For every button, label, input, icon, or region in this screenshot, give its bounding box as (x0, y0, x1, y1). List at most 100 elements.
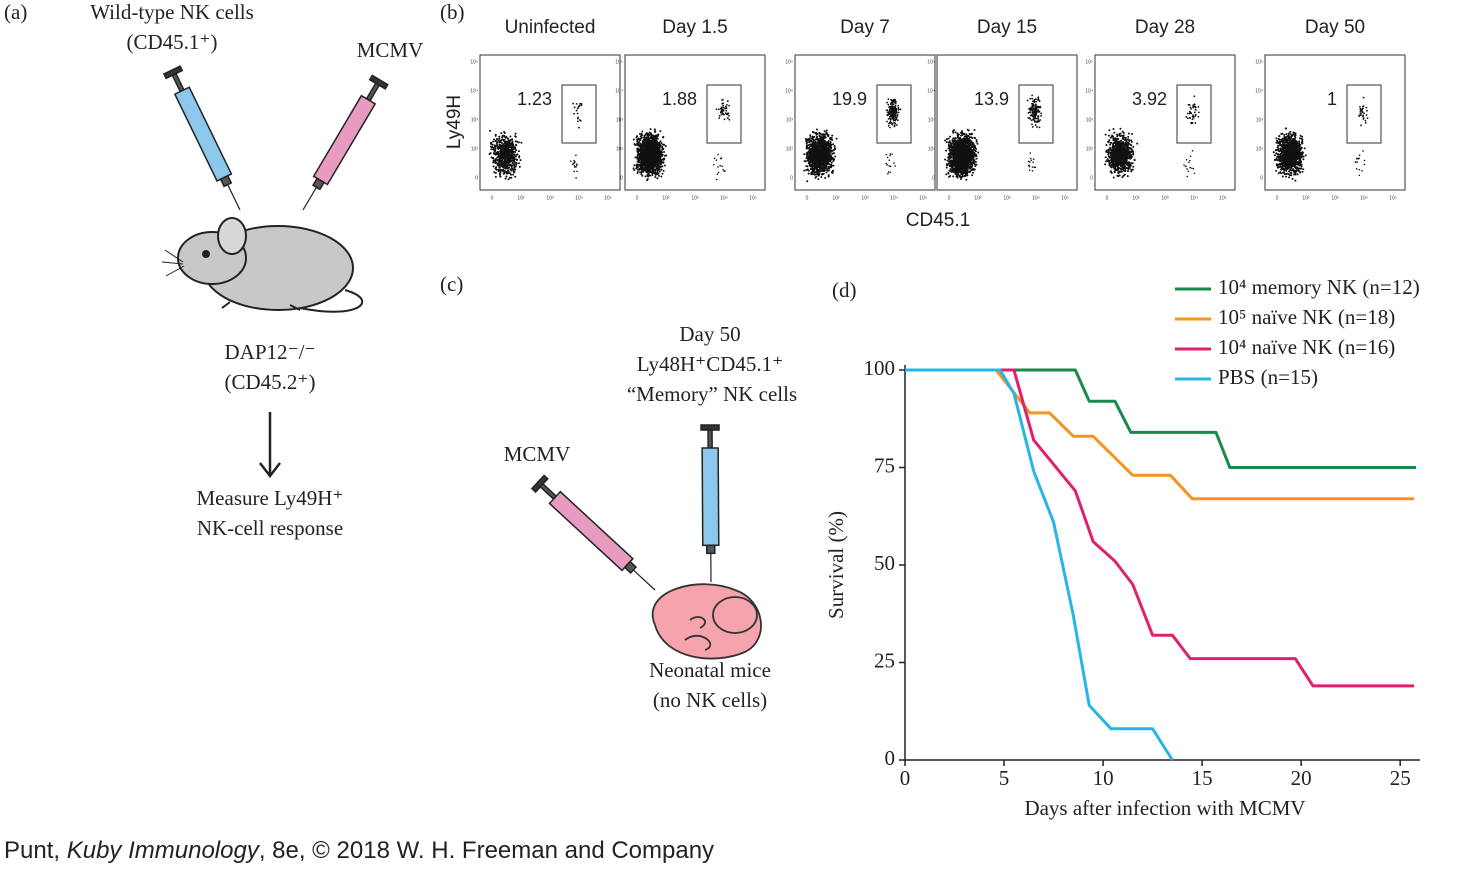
event-dot (977, 152, 979, 154)
event-dot (830, 141, 832, 143)
event-dot (642, 156, 644, 158)
event-dot (501, 150, 503, 152)
event-dot (944, 158, 946, 160)
arrow (260, 412, 280, 476)
event-dot (815, 134, 817, 136)
event-dot (492, 157, 494, 159)
event-dot (821, 142, 823, 144)
x-tick-label: 10² (517, 195, 525, 201)
y-tick-label: 10⁴ (615, 88, 623, 94)
x-tick-label: 10⁵ (604, 195, 612, 201)
event-dot (719, 165, 721, 167)
event-dot (973, 159, 975, 161)
event-dot (660, 175, 662, 177)
event-dot (634, 144, 636, 146)
event-dot (714, 158, 716, 160)
event-dot (975, 150, 977, 152)
event-dot (658, 173, 660, 175)
event-dot (498, 144, 500, 146)
event-dot (515, 133, 517, 135)
event-dot (810, 164, 812, 166)
event-dot (655, 174, 657, 176)
event-dot (805, 140, 807, 142)
event-dot (656, 156, 658, 158)
event-dot (974, 137, 976, 139)
event-dot (898, 112, 900, 114)
event-dot (579, 119, 581, 121)
event-dot (512, 157, 514, 159)
event-dot (836, 138, 838, 140)
event-dot (655, 163, 657, 165)
event-dot (816, 138, 818, 140)
event-dot (890, 102, 892, 104)
event-dot (814, 157, 816, 159)
panel-label: (b) (440, 0, 465, 24)
event-dot (507, 149, 509, 151)
y-tick-label: 0 (790, 175, 793, 181)
event-dot (518, 155, 520, 157)
event-dot (889, 159, 891, 161)
event-dot (954, 137, 956, 139)
event-dot (803, 170, 805, 172)
event-dot (822, 164, 824, 166)
event-dot (507, 145, 509, 147)
event-dot (520, 142, 522, 144)
event-dot (889, 122, 891, 124)
event-dot (809, 157, 811, 159)
event-dot (649, 175, 651, 177)
event-dot (823, 133, 825, 135)
event-dot (647, 149, 649, 151)
event-dot (654, 159, 656, 161)
event-dot (643, 170, 645, 172)
event-dot (721, 103, 723, 105)
host-label: (CD45.2⁺) (225, 370, 316, 394)
event-dot (505, 151, 507, 153)
event-dot (887, 114, 889, 116)
event-dot (510, 155, 512, 157)
event-dot (653, 135, 655, 137)
event-dot (809, 136, 811, 138)
event-dot (490, 142, 492, 144)
event-dot (828, 158, 830, 160)
x-tick-label: 10⁴ (575, 195, 583, 201)
event-dot (897, 119, 899, 121)
event-dot (811, 151, 813, 153)
event-dot (826, 168, 828, 170)
event-dot (955, 173, 957, 175)
event-dot (824, 166, 826, 168)
event-dot (493, 165, 495, 167)
event-dot (654, 143, 656, 145)
event-dot (652, 167, 654, 169)
event-dot (889, 171, 891, 173)
event-dot (650, 136, 652, 138)
event-dot (648, 157, 650, 159)
event-dot (663, 170, 665, 172)
event-dot (809, 162, 811, 164)
event-dot (829, 149, 831, 151)
event-dot (581, 104, 583, 106)
event-dot (638, 137, 640, 139)
event-dot (509, 143, 511, 145)
event-dot (499, 175, 501, 177)
event-dot (576, 171, 578, 173)
event-dot (505, 178, 507, 180)
event-dot (959, 171, 961, 173)
event-dot (496, 156, 498, 158)
event-dot (887, 157, 889, 159)
event-dot (510, 152, 512, 154)
event-dot (890, 119, 892, 121)
event-dot (501, 136, 503, 138)
event-dot (516, 154, 518, 156)
event-dot (806, 147, 808, 149)
event-dot (813, 150, 815, 152)
event-dot (654, 152, 656, 154)
flow-plots: Uninfected1.230010²10²10³10³10⁴10⁴10⁵10⁵… (470, 17, 1405, 201)
event-dot (646, 136, 648, 138)
event-dot (813, 153, 815, 155)
y-tick-label: 10⁵ (470, 59, 478, 65)
event-dot (886, 164, 888, 166)
event-dot (719, 115, 721, 117)
event-dot (958, 133, 960, 135)
event-dot (829, 145, 831, 147)
event-dot (634, 156, 636, 158)
